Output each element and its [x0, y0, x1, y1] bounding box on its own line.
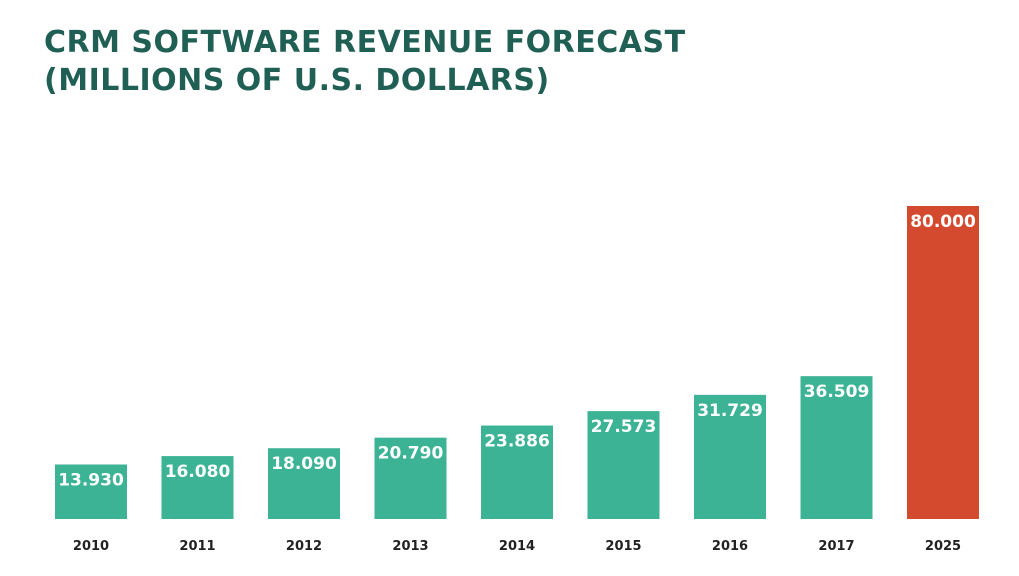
bar-value-label-2012: 18.090: [271, 454, 337, 474]
x-tick-label-2014: 2014: [499, 539, 535, 554]
bars-group: [55, 206, 979, 519]
bar-2012: [268, 448, 340, 519]
bar-2011: [161, 456, 234, 519]
bar-value-label-2014: 23.886: [484, 432, 550, 452]
bar-2014: [481, 425, 553, 519]
x-axis-tick-labels: 2010 2011 2012 2013 2014 2015 2016 2017 2025: [73, 539, 961, 554]
x-tick-label-2025: 2025: [925, 539, 961, 554]
bar-2016: [694, 394, 766, 519]
bar-2017: [800, 376, 873, 519]
bar-2013: [374, 437, 447, 519]
x-tick-label-2011: 2011: [179, 539, 215, 554]
bar-value-labels: 13.930 16.080 18.090 20.790 23.886 27.573 31.7…: [58, 212, 976, 490]
bar-value-label-2017: 36.509: [804, 382, 870, 402]
bar-value-label-2015: 27.573: [591, 417, 657, 437]
bar-value-label-2016: 31.729: [697, 401, 763, 421]
x-tick-label-2012: 2012: [286, 539, 322, 554]
chart-title: CRM SOFTWARE REVENUE FORECAST (MILLIONS …: [44, 24, 944, 100]
chart-title-line-2: (MILLIONS OF U.S. DOLLARS): [44, 63, 550, 98]
bar-2025: [907, 206, 979, 519]
bar-value-label-2013: 20.790: [378, 444, 444, 464]
bar-2015: [587, 411, 660, 519]
x-tick-label-2016: 2016: [712, 539, 748, 554]
bar-value-label-2011: 16.080: [165, 462, 231, 482]
x-tick-label-2017: 2017: [818, 539, 854, 554]
chart-title-line-1: CRM SOFTWARE REVENUE FORECAST: [44, 25, 686, 60]
x-tick-label-2013: 2013: [392, 539, 428, 554]
bar-2010: [55, 464, 127, 519]
x-tick-label-2015: 2015: [605, 539, 641, 554]
x-tick-label-2010: 2010: [73, 539, 109, 554]
bar-value-label-2025: 80.000: [910, 212, 976, 232]
bar-value-label-2010: 13.930: [58, 470, 124, 490]
